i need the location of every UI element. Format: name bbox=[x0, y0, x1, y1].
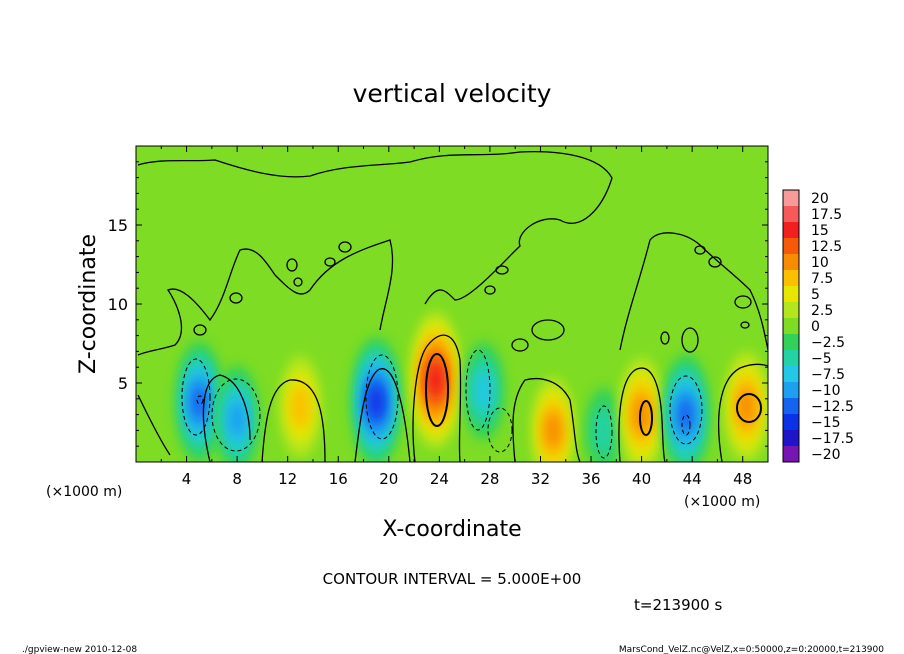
colorbar-label: −20 bbox=[811, 447, 841, 463]
colorbar-label: −7.5 bbox=[811, 367, 845, 383]
colorbar-label: 10 bbox=[811, 255, 829, 271]
velocity-cell-layer bbox=[678, 397, 694, 432]
contour-interval-text: CONTOUR INTERVAL = 5.000E+00 bbox=[323, 570, 582, 588]
colorbar-swatch bbox=[783, 350, 799, 366]
velocity-cell-9 bbox=[662, 354, 710, 462]
x-unit-left: (×1000 m) bbox=[46, 484, 122, 500]
velocity-cell-6 bbox=[531, 376, 575, 462]
x-tick-label: 32 bbox=[531, 470, 550, 488]
colorbar-swatch bbox=[783, 190, 799, 206]
x-axis-ticks: 4 8 12 16 20 24 28 32 36 40 44 48 bbox=[160, 146, 752, 488]
velocity-cell-layer bbox=[632, 395, 651, 434]
colorbar-label: −5 bbox=[811, 351, 832, 367]
x-tick-label: 8 bbox=[232, 470, 242, 488]
negative-contours bbox=[181, 349, 703, 459]
velocity-cell-3 bbox=[351, 337, 401, 462]
colorbar-label: −12.5 bbox=[811, 399, 854, 415]
colorbar-label: 17.5 bbox=[811, 207, 842, 223]
x-tick-label: 20 bbox=[379, 470, 398, 488]
colorbar-swatch bbox=[783, 366, 799, 382]
chart-title: vertical velocity bbox=[353, 79, 552, 108]
velocity-cell-2 bbox=[279, 355, 322, 459]
colorbar-swatch bbox=[783, 414, 799, 430]
colorbar-swatch bbox=[783, 430, 799, 446]
colorbar: 2017.51512.5107.552.50−2.5−5−7.5−10−12.5… bbox=[782, 189, 854, 463]
colorbar-swatch bbox=[783, 222, 799, 238]
colorbar-swatch bbox=[783, 334, 799, 350]
positive-contours bbox=[425, 353, 762, 436]
colorbar-swatch bbox=[783, 302, 799, 318]
colorbar-label: −10 bbox=[811, 383, 841, 399]
y-axis-ticks: 5 10 15 bbox=[108, 161, 768, 447]
velocity-cell-layer bbox=[544, 412, 562, 449]
colorbar-swatch bbox=[783, 446, 799, 462]
colorbar-label: −17.5 bbox=[811, 431, 854, 447]
x-tick-label: 48 bbox=[733, 470, 752, 488]
colorbar-swatch bbox=[783, 286, 799, 302]
x-tick-label: 36 bbox=[581, 470, 600, 488]
y-tick-label: 10 bbox=[108, 295, 128, 314]
velocity-cell-7 bbox=[585, 387, 623, 462]
x-tick-label: 40 bbox=[632, 470, 651, 488]
colorbar-swatch bbox=[783, 398, 799, 414]
x-axis-label: X-coordinate bbox=[382, 517, 521, 542]
x-tick-label: 16 bbox=[329, 470, 348, 488]
y-tick-label: 5 bbox=[118, 374, 128, 393]
colorbar-swatch bbox=[783, 238, 799, 254]
colorbar-label: 12.5 bbox=[811, 239, 842, 255]
footer-right: MarsCond_VelZ.nc@VelZ,x=0:50000,z=0:2000… bbox=[619, 645, 884, 654]
velocity-cell-layer bbox=[474, 370, 493, 412]
x-tick-label: 12 bbox=[278, 470, 297, 488]
colorbar-swatch bbox=[783, 382, 799, 398]
velocity-cell-4 bbox=[409, 310, 462, 450]
colorbar-label: 20 bbox=[811, 191, 829, 207]
zero-contours bbox=[137, 151, 768, 462]
colorbar-label: 2.5 bbox=[811, 303, 833, 319]
velocity-cell-5 bbox=[463, 341, 504, 441]
velocity-cell-layer bbox=[427, 363, 444, 397]
y-tick-label: 15 bbox=[108, 216, 128, 235]
velocity-cell-layer bbox=[368, 386, 384, 418]
velocity-cell-layer bbox=[592, 406, 615, 455]
colorbar-label: 5 bbox=[811, 287, 820, 303]
colorbar-label: 15 bbox=[811, 223, 829, 239]
velocity-cell-0 bbox=[176, 341, 223, 462]
x-unit-right: (×1000 m) bbox=[684, 494, 760, 510]
colorbar-swatch bbox=[783, 318, 799, 334]
velocity-cell-layer bbox=[191, 385, 208, 419]
velocity-cell-1 bbox=[215, 365, 259, 462]
colorbar-swatch bbox=[783, 254, 799, 270]
x-tick-label: 4 bbox=[182, 470, 192, 488]
colorbar-label: 0 bbox=[811, 319, 820, 335]
colorbar-label: −2.5 bbox=[811, 335, 845, 351]
x-tick-label: 44 bbox=[683, 470, 702, 488]
colorbar-swatch bbox=[783, 270, 799, 286]
colorbar-frame bbox=[782, 189, 800, 463]
x-tick-label: 28 bbox=[480, 470, 499, 488]
colorbar-label: 7.5 bbox=[811, 271, 833, 287]
colorbar-label: −15 bbox=[811, 415, 841, 431]
velocity-cell-layer bbox=[290, 385, 310, 428]
x-tick-label: 24 bbox=[430, 470, 449, 488]
velocity-cell-layer bbox=[228, 401, 246, 438]
colorbar-swatch bbox=[783, 206, 799, 222]
y-axis-label: Z-coordinate bbox=[76, 234, 101, 374]
time-text: t=213900 s bbox=[634, 596, 722, 614]
velocity-cell-8 bbox=[619, 356, 665, 462]
footer-left: ./gpview-new 2010-12-08 bbox=[22, 645, 137, 654]
